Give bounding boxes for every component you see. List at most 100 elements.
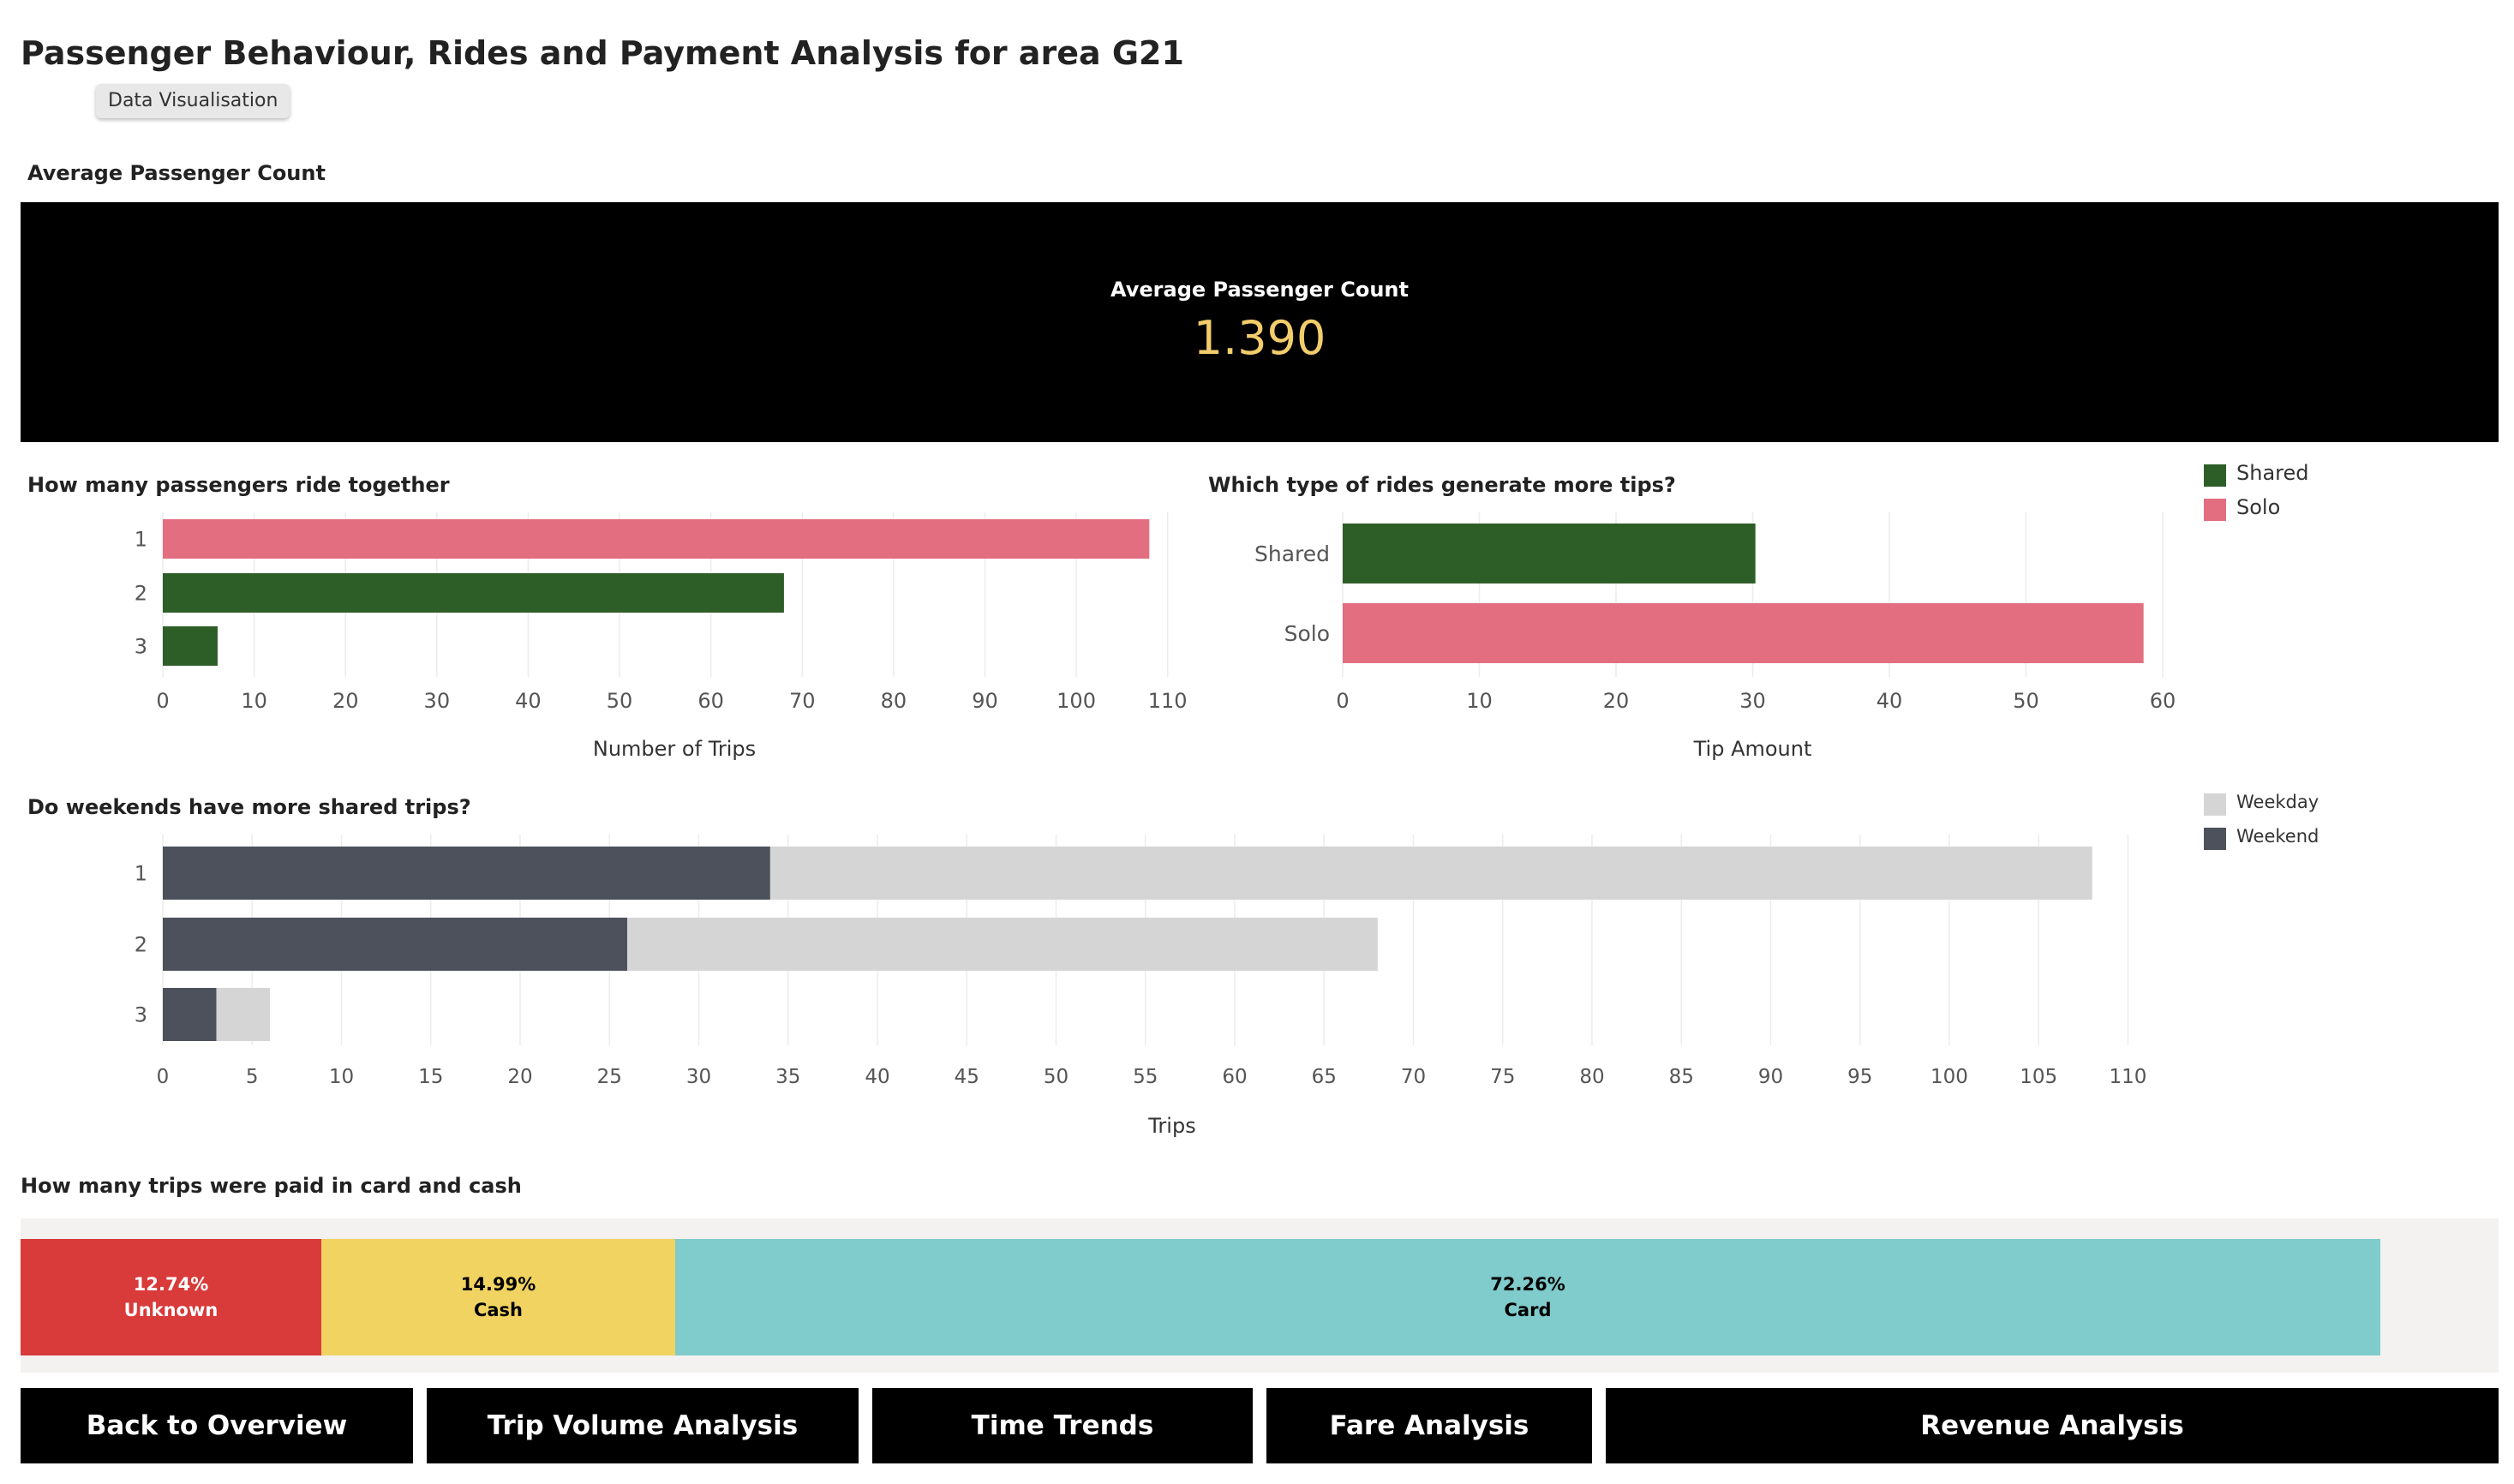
x-tick-label: 110 [2109, 1066, 2146, 1088]
x-tick-label: 90 [972, 689, 998, 713]
x-tick-label: 100 [1056, 689, 1096, 713]
x-tick-label: 20 [1603, 689, 1630, 713]
x-tick-label: 70 [789, 689, 816, 713]
legend-label-shared: Shared [2236, 461, 2309, 485]
payment-label-unknown: Unknown [123, 1300, 218, 1320]
payment-label-cash: Cash [473, 1300, 524, 1320]
x-tick-label: 50 [2013, 689, 2039, 713]
bar-solo [1343, 603, 2144, 663]
y-category-label: 2 [135, 933, 147, 957]
x-tick-label: 20 [507, 1066, 532, 1088]
x-tick-label: 60 [697, 689, 724, 713]
bar-weekend-2 [163, 918, 628, 971]
y-category-label: 2 [135, 582, 147, 606]
y-category-label: 3 [135, 635, 147, 659]
legend-label-solo: Solo [2236, 495, 2281, 519]
passengers-ride-together-chart: 0 10 20 30 40 50 60 70 80 90 100 110 1 2 3 Number of Tr… [135, 512, 1188, 761]
x-tick-label: 0 [157, 1066, 170, 1088]
bar-shared [1343, 524, 1756, 583]
x-axis-label: Tip Amount [1693, 737, 1812, 761]
payment-segment-cash[interactable]: 14.99% Cash [321, 1239, 675, 1355]
bar-3 [163, 626, 218, 666]
bar-weekday-2 [627, 918, 1378, 971]
payment-label-card: Card [1504, 1300, 1552, 1320]
weekend-chart-title: Do weekends have more shared trips? [27, 795, 471, 819]
x-tick-label: 105 [2020, 1066, 2057, 1088]
legend-swatch-weekend [2204, 828, 2226, 850]
x-axis-label: Trips [1147, 1114, 1195, 1138]
legend-swatch-weekday [2204, 793, 2226, 816]
payment-segment-unknown[interactable]: 12.74% Unknown [21, 1239, 321, 1355]
page-title: Passenger Behaviour, Rides and Payment A… [21, 34, 1184, 72]
kpi-label: Average Passenger Count [1110, 278, 1409, 302]
x-tick-label: 30 [686, 1066, 711, 1088]
bar-2 [163, 573, 784, 613]
payment-treemap: 12.74% Unknown 14.99% Cash 72.26% Card [21, 1218, 2499, 1373]
bar-weekday-3 [216, 988, 271, 1041]
x-tick-label: 35 [775, 1066, 800, 1088]
kpi-panel: Average Passenger Count 1.390 [21, 202, 2499, 442]
passengers-chart-title: How many passengers ride together [27, 473, 450, 497]
x-tick-label: 10 [329, 1066, 354, 1088]
x-tick-label: 20 [332, 689, 359, 713]
x-tick-label: 5 [246, 1066, 259, 1088]
bar-weekday-1 [769, 847, 2092, 900]
fare-analysis-button[interactable]: Fare Analysis [1266, 1388, 1592, 1463]
x-tick-label: 50 [1044, 1066, 1068, 1088]
legend-swatch-solo [2204, 499, 2226, 521]
x-tick-label: 55 [1133, 1066, 1158, 1088]
x-tick-label: 65 [1312, 1066, 1337, 1088]
x-tick-label: 110 [1148, 689, 1188, 713]
y-category-label: Shared [1254, 542, 1330, 566]
y-category-label: 1 [135, 528, 147, 552]
back-to-overview-button[interactable]: Back to Overview [21, 1388, 413, 1463]
tips-chart-title: Which type of rides generate more tips? [1208, 473, 1676, 497]
revenue-analysis-button[interactable]: Revenue Analysis [1606, 1388, 2499, 1463]
x-tick-label: 70 [1401, 1066, 1426, 1088]
x-tick-label: 100 [1930, 1066, 1968, 1088]
legend-swatch-shared [2204, 464, 2226, 487]
x-tick-label: 85 [1669, 1066, 1694, 1088]
x-tick-label: 75 [1490, 1066, 1515, 1088]
y-category-label: 3 [135, 1003, 147, 1027]
x-tick-label: 90 [1758, 1066, 1783, 1088]
legend-label-weekday: Weekday [2236, 792, 2319, 812]
x-tick-label: 95 [1847, 1066, 1872, 1088]
y-category-label: Solo [1284, 621, 1330, 646]
x-tick-label: 30 [1739, 689, 1766, 713]
x-tick-label: 45 [955, 1066, 979, 1088]
x-axis-label: Number of Trips [593, 737, 756, 761]
x-tick-label: 0 [1336, 689, 1349, 713]
x-tick-label: 25 [597, 1066, 622, 1088]
x-tick-label: 40 [1877, 689, 1903, 713]
x-tick-label: 0 [156, 689, 169, 713]
payment-percent-unknown: 12.74% [133, 1274, 209, 1295]
x-tick-label: 10 [1466, 689, 1493, 713]
x-tick-label: 30 [424, 689, 451, 713]
payment-percent-card: 72.26% [1490, 1274, 1565, 1295]
weekend-shared-trips-chart: 0 5 10 15 20 25 30 35 40 45 50 55 60 65 70 75 80 85 90 95 10… [135, 835, 2146, 1138]
time-trends-button[interactable]: Time Trends [872, 1388, 1253, 1463]
bar-weekend-1 [163, 847, 770, 900]
x-tick-label: 60 [2150, 689, 2176, 713]
x-tick-label: 10 [241, 689, 267, 713]
bar-weekend-3 [163, 988, 217, 1041]
data-visualisation-tag[interactable]: Data Visualisation [96, 84, 290, 118]
x-tick-label: 80 [881, 689, 907, 713]
x-tick-label: 40 [515, 689, 542, 713]
bar-1 [163, 519, 1150, 559]
x-tick-label: 40 [865, 1066, 889, 1088]
x-tick-label: 60 [1222, 1066, 1247, 1088]
kpi-value: 1.390 [1193, 311, 1326, 365]
y-category-label: 1 [135, 862, 147, 886]
legend-label-weekend: Weekend [2236, 826, 2319, 847]
trip-volume-analysis-button[interactable]: Trip Volume Analysis [427, 1388, 859, 1463]
tips-by-ride-type-chart: 0 10 20 30 40 50 60 Shared Solo Tip Amount [1254, 512, 2176, 761]
x-tick-label: 50 [607, 689, 633, 713]
x-tick-label: 80 [1579, 1066, 1604, 1088]
payment-percent-cash: 14.99% [460, 1274, 536, 1295]
payment-section-title: How many trips were paid in card and cas… [21, 1174, 522, 1198]
x-tick-label: 15 [418, 1066, 443, 1088]
payment-segment-card[interactable]: 72.26% Card [675, 1239, 2380, 1355]
kpi-section-title: Average Passenger Count [27, 161, 326, 185]
